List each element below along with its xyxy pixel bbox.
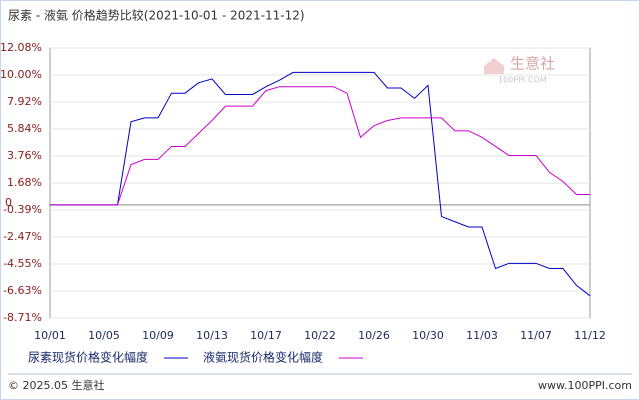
x-tick-label: 11/07 <box>520 329 552 342</box>
x-tick-label: 10/13 <box>196 329 228 342</box>
series-line <box>50 86 590 206</box>
y-tick-label: 3.76% <box>7 149 42 162</box>
y-tick-label: -8.71% <box>3 311 42 324</box>
y-tick-label: -6.63% <box>3 284 42 297</box>
x-tick-label: 10/30 <box>412 329 444 342</box>
x-tick-label: 11/12 <box>574 329 606 342</box>
y-tick-label: -2.47% <box>3 230 42 243</box>
y-tick-label: 1.68% <box>7 176 42 189</box>
legend-label: 尿素现货价格变化幅度 <box>28 350 148 365</box>
watermark: 生意社 <box>510 55 555 73</box>
y-tick-label: -0.39% <box>3 203 42 216</box>
watermark-icon <box>484 58 504 74</box>
y-tick-label: 12.08% <box>0 41 42 54</box>
x-tick-label: 10/22 <box>304 329 336 342</box>
x-tick-label: 10/17 <box>250 329 282 342</box>
x-tick-label: 11/03 <box>466 329 498 342</box>
y-tick-label: 7.92% <box>7 95 42 108</box>
x-tick-label: 10/05 <box>88 329 120 342</box>
legend-label: 液氨现货价格变化幅度 <box>203 350 323 365</box>
y-tick-label: 10.00% <box>0 68 42 81</box>
series-line <box>50 71 591 297</box>
y-tick-label: 0 <box>5 196 12 209</box>
chart-title: 尿素 - 液氨 价格趋势比较(2021-10-01 - 2021-11-12) <box>8 8 305 23</box>
y-tick-label: -4.55% <box>3 257 42 270</box>
x-tick-label: 10/01 <box>34 329 66 342</box>
watermark-sub: 100PPI.COM <box>498 76 547 85</box>
footer-right: www.100PPI.com <box>538 379 632 392</box>
y-tick-label: 5.84% <box>7 122 42 135</box>
x-tick-label: 10/26 <box>358 329 390 342</box>
x-tick-label: 10/09 <box>142 329 174 342</box>
footer-left: © 2025.05 生意社 <box>8 378 104 392</box>
